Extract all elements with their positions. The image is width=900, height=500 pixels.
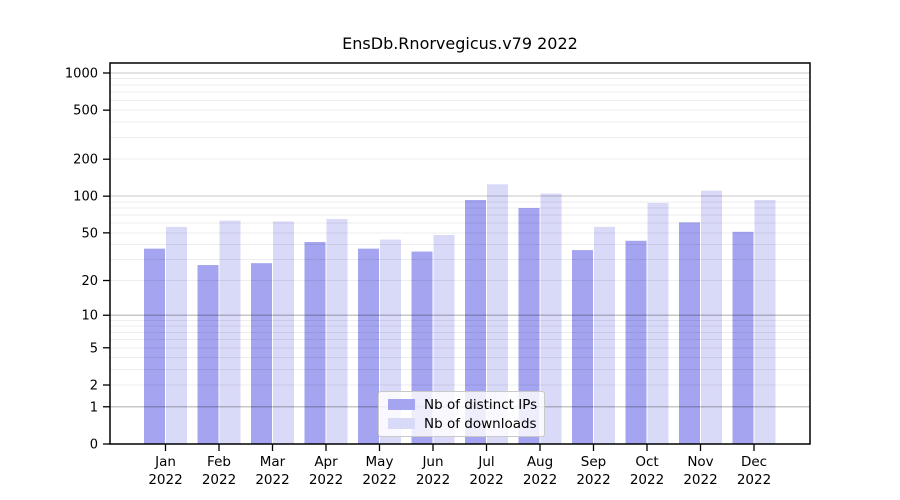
bar-distinct-ips-jan (144, 248, 165, 444)
x-axis: Jan 2022 Feb 2022 Mar 2022 Apr 2022 May 2022 Jun 20… (148, 444, 771, 488)
y-tick-label: 1000 (65, 67, 98, 82)
bar-distinct-ips-nov (679, 222, 700, 444)
bar-downloads-jul (487, 184, 508, 444)
bar-distinct-ips-feb (197, 265, 219, 444)
x-tick-label-year: 2022 (523, 472, 557, 488)
x-tick-label-month: Aug (527, 454, 553, 470)
y-tick-label: 500 (73, 104, 98, 119)
x-tick-label-month: Sep (581, 454, 606, 470)
bar-distinct-ips-oct (625, 240, 647, 444)
x-tick-label-month: May (366, 454, 394, 470)
legend-item-distinct-ips: Nb of distinct IPs (388, 397, 544, 413)
x-tick-label-year: 2022 (202, 472, 236, 488)
x-tick-label-year: 2022 (737, 472, 771, 488)
y-tick-label: 2 (90, 379, 98, 394)
axis-frame (109, 62, 811, 445)
y-axis: 0 1 2 5 10 20 50 100 200 500 1000 (65, 67, 110, 453)
x-tick-label-year: 2022 (630, 472, 664, 488)
y-tick-label: 5 (90, 341, 98, 356)
x-tick-label-year: 2022 (683, 472, 717, 488)
x-tick-label-year: 2022 (469, 472, 503, 488)
legend-label-downloads: Nb of downloads (424, 415, 537, 432)
legend-label-distinct-ips: Nb of distinct IPs (424, 396, 538, 413)
bar-downloads-sep (594, 226, 615, 444)
bar-downloads-feb (219, 220, 241, 444)
bar-distinct-ips-mar (251, 263, 272, 444)
x-tick-label-month: Jul (477, 454, 494, 470)
bars-group (144, 184, 776, 444)
chart-title: EnsDb.Rnorvegicus.v79 2022 (342, 34, 578, 53)
x-tick-label-year: 2022 (255, 472, 289, 488)
x-tick-label-year: 2022 (416, 472, 450, 488)
x-tick-label-month: Nov (687, 454, 713, 470)
x-tick-label-month: Dec (741, 454, 767, 470)
bar-downloads-aug (540, 193, 562, 444)
x-tick-label-month: Jan (154, 454, 176, 470)
y-tick-label: 50 (81, 226, 98, 241)
x-tick-label-month: Mar (260, 454, 286, 470)
bar-distinct-ips-aug (518, 208, 540, 444)
bar-downloads-apr (326, 219, 348, 444)
y-tick-label: 20 (81, 274, 98, 289)
legend: Nb of distinct IPs Nb of downloads (378, 391, 545, 437)
legend-item-downloads: Nb of downloads (388, 416, 544, 432)
bar-distinct-ips-dec (732, 231, 754, 444)
grid-group (110, 72, 810, 408)
bar-downloads-dec (754, 200, 776, 444)
bar-distinct-ips-jul (465, 200, 486, 444)
x-tick-label-month: Oct (635, 454, 658, 470)
bar-distinct-ips-sep (572, 250, 593, 444)
legend-swatch-distinct-ips (388, 399, 415, 410)
x-tick-label-year: 2022 (576, 472, 610, 488)
y-tick-label: 1 (90, 400, 98, 415)
x-tick-label-year: 2022 (362, 472, 396, 488)
bar-distinct-ips-may (358, 248, 379, 444)
bar-downloads-mar (273, 221, 294, 444)
x-tick-label-month: Jun (421, 454, 443, 470)
y-tick-label: 200 (73, 153, 98, 168)
legend-swatch-downloads (388, 418, 415, 429)
bar-downloads-oct (647, 202, 669, 444)
x-tick-label-month: Apr (314, 454, 338, 470)
bar-downloads-jan (166, 226, 187, 444)
bar-downloads-nov (701, 190, 722, 444)
y-tick-label: 100 (73, 190, 98, 205)
y-tick-label: 0 (90, 438, 98, 453)
y-tick-label: 10 (81, 309, 98, 324)
x-tick-label-year: 2022 (309, 472, 343, 488)
x-tick-label-year: 2022 (148, 472, 182, 488)
bar-distinct-ips-apr (304, 242, 326, 444)
x-tick-label-month: Feb (207, 454, 231, 470)
